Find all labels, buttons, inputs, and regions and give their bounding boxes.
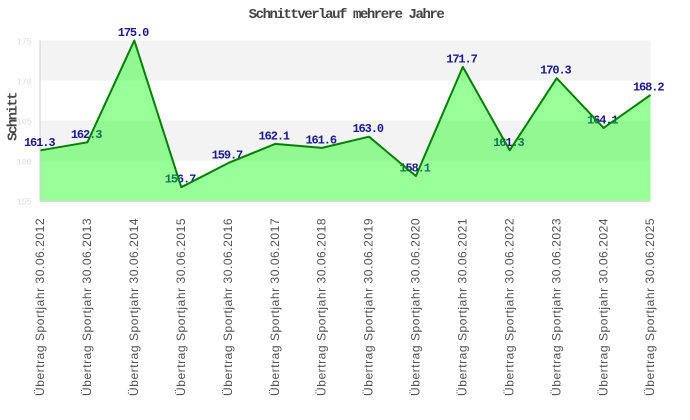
svg-text:Übertrag Sportjahr 30.06.2021: Übertrag Sportjahr 30.06.2021	[456, 218, 470, 396]
svg-text:175: 175	[16, 37, 31, 47]
svg-text:Übertrag Sportjahr 30.06.2015: Übertrag Sportjahr 30.06.2015	[174, 218, 188, 396]
svg-text:162.1: 162.1	[259, 129, 290, 143]
svg-text:170.3: 170.3	[540, 64, 571, 78]
svg-text:Übertrag Sportjahr 30.06.2012: Übertrag Sportjahr 30.06.2012	[33, 218, 47, 396]
svg-text:Übertrag Sportjahr 30.06.2013: Übertrag Sportjahr 30.06.2013	[80, 218, 94, 396]
svg-text:Übertrag Sportjahr 30.06.2019: Übertrag Sportjahr 30.06.2019	[362, 218, 376, 396]
svg-text:Übertrag Sportjahr 30.06.2022: Übertrag Sportjahr 30.06.2022	[502, 218, 516, 396]
svg-text:Schnitt: Schnitt	[6, 92, 22, 141]
svg-text:161.6: 161.6	[305, 133, 336, 147]
svg-text:Übertrag Sportjahr 30.06.2024: Übertrag Sportjahr 30.06.2024	[596, 218, 610, 396]
svg-text:161.3: 161.3	[24, 136, 55, 150]
svg-text:164.1: 164.1	[587, 113, 618, 127]
svg-text:171.7: 171.7	[446, 52, 477, 66]
svg-text:Übertrag Sportjahr 30.06.2018: Übertrag Sportjahr 30.06.2018	[315, 218, 329, 396]
svg-text:155: 155	[16, 198, 31, 208]
svg-text:Übertrag Sportjahr 30.06.2020: Übertrag Sportjahr 30.06.2020	[409, 218, 423, 396]
svg-text:170: 170	[16, 78, 31, 88]
svg-text:Übertrag Sportjahr 30.06.2014: Übertrag Sportjahr 30.06.2014	[127, 218, 141, 396]
svg-text:158.1: 158.1	[399, 162, 430, 176]
svg-text:Schnittverlauf mehrere Jahre: Schnittverlauf mehrere Jahre	[249, 7, 445, 23]
svg-text:175.0: 175.0	[118, 26, 149, 40]
svg-text:Übertrag Sportjahr 30.06.2025: Übertrag Sportjahr 30.06.2025	[643, 218, 657, 396]
svg-text:160: 160	[16, 158, 31, 168]
svg-text:163.0: 163.0	[352, 122, 383, 136]
svg-text:Übertrag Sportjahr 30.06.2017: Übertrag Sportjahr 30.06.2017	[268, 218, 282, 396]
svg-text:Übertrag Sportjahr 30.06.2023: Übertrag Sportjahr 30.06.2023	[549, 218, 563, 396]
svg-text:162.3: 162.3	[71, 128, 102, 142]
svg-text:165: 165	[16, 118, 31, 128]
svg-text:168.2: 168.2	[633, 81, 664, 95]
svg-text:Übertrag Sportjahr 30.06.2016: Übertrag Sportjahr 30.06.2016	[221, 218, 235, 396]
